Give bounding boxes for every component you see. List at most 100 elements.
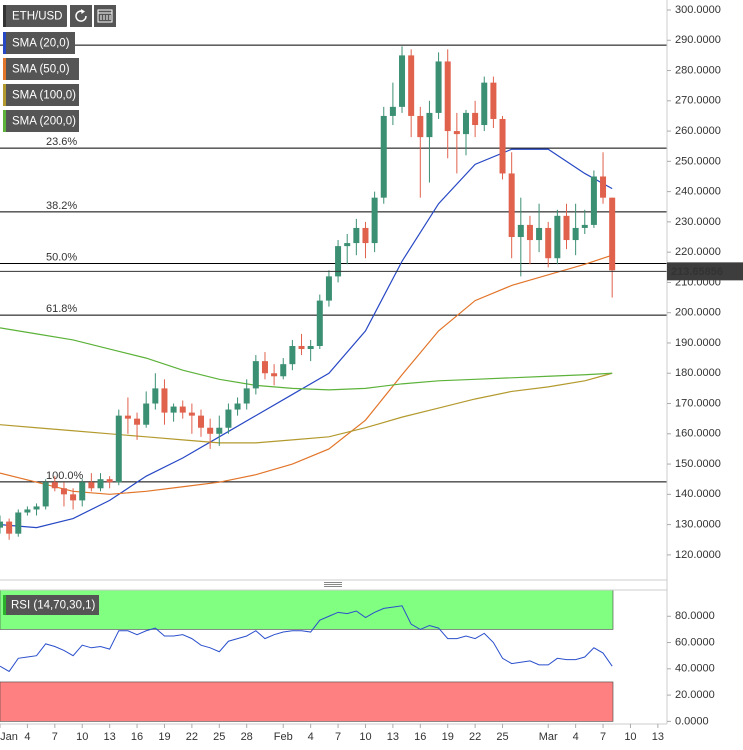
symbol-button[interactable]: ETH/USD xyxy=(3,5,67,27)
y-tick-label: 260.0000 xyxy=(675,125,721,137)
x-tick-label: 22 xyxy=(186,731,198,743)
legend-swatch xyxy=(3,110,6,132)
legend-label: SMA (200,0) xyxy=(12,116,76,128)
last-price-label: 213.65856 xyxy=(671,266,723,278)
candle-body xyxy=(353,227,360,244)
x-tick-label: 10 xyxy=(76,731,88,743)
candle-body xyxy=(517,224,524,238)
candle-body xyxy=(563,215,570,241)
legend-item[interactable]: RSI (14,70,30,1) xyxy=(3,595,99,615)
legend-label: SMA (20,0) xyxy=(12,38,70,50)
candle-body xyxy=(170,406,177,413)
candle-body xyxy=(417,115,424,138)
legend-swatch xyxy=(3,595,6,615)
x-tick-label: 4 xyxy=(308,731,314,743)
candle-body xyxy=(234,403,241,410)
candle-body xyxy=(42,482,49,507)
y-tick-label: 140.0000 xyxy=(675,488,721,500)
candle-body xyxy=(106,479,113,483)
x-tick-label: 13 xyxy=(387,731,399,743)
x-tick-label: Feb xyxy=(274,731,293,743)
y-tick-label: 120.0000 xyxy=(675,549,721,561)
legend-item[interactable]: SMA (200,0) xyxy=(3,110,79,132)
legend-item[interactable]: SMA (100,0) xyxy=(3,84,79,106)
rsi-line xyxy=(0,605,613,673)
candle-body xyxy=(225,409,232,428)
candle-body xyxy=(33,506,40,510)
main-plot: 0.0%23.6%38.2%50.0%61.8%100.0% xyxy=(0,33,667,540)
x-tick-label: 7 xyxy=(52,731,58,743)
candle-body xyxy=(15,512,22,534)
candle-body xyxy=(298,346,305,350)
legend-label: RSI (14,70,30,1) xyxy=(11,600,96,612)
candle-body xyxy=(70,494,77,501)
candle-body xyxy=(134,418,141,425)
candle-body xyxy=(399,55,406,107)
y-tick-label: 160.0000 xyxy=(675,428,721,440)
candle-body xyxy=(60,488,67,495)
fib-level-label: 23.6% xyxy=(46,136,77,148)
candle-body xyxy=(6,521,13,534)
candle-body xyxy=(261,361,268,374)
x-tick-label: 16 xyxy=(131,731,143,743)
refresh-button[interactable] xyxy=(70,5,92,27)
x-tick-label: 19 xyxy=(158,731,170,743)
rsi-band xyxy=(0,590,614,630)
candle-body xyxy=(289,346,296,365)
candle-body xyxy=(335,246,342,277)
y-tick-label: 60.0000 xyxy=(675,636,715,648)
candle-body xyxy=(280,364,287,377)
legend-box xyxy=(3,58,79,80)
x-tick-label: 28 xyxy=(241,731,253,743)
candle-body xyxy=(581,224,588,228)
fib-level-label: 61.8% xyxy=(46,303,77,315)
candle-body xyxy=(97,479,104,489)
candle-body xyxy=(362,227,369,244)
y-tick-label: 0.0000 xyxy=(675,715,709,727)
candle-body xyxy=(508,173,515,238)
candle-body xyxy=(152,388,159,404)
resize-handle[interactable] xyxy=(324,582,342,587)
candle-body xyxy=(252,361,259,389)
candle-body xyxy=(389,106,396,116)
x-tick-label: 4 xyxy=(24,731,30,743)
candle-body xyxy=(243,388,250,404)
candle-body xyxy=(325,276,332,301)
calendar-button[interactable] xyxy=(94,5,116,27)
candle-body xyxy=(161,388,168,413)
x-tick-label: 16 xyxy=(414,731,426,743)
candle-body xyxy=(271,373,278,377)
candle-body xyxy=(435,61,442,113)
x-tick-label: 13 xyxy=(104,731,116,743)
candle-body xyxy=(536,227,543,241)
candle-body xyxy=(51,482,58,489)
legend-box xyxy=(3,110,79,132)
sma-line xyxy=(0,372,613,444)
y-tick-label: 170.0000 xyxy=(675,397,721,409)
x-tick-label: 7 xyxy=(600,731,606,743)
candle-body xyxy=(115,415,122,483)
candle-body xyxy=(198,415,205,428)
y-tick-label: 150.0000 xyxy=(675,458,721,470)
legend-item[interactable]: SMA (50,0) xyxy=(3,58,79,80)
y-tick-label: 200.0000 xyxy=(675,307,721,319)
legend-box xyxy=(3,595,99,615)
y-tick-label: 130.0000 xyxy=(675,519,721,531)
legend-box xyxy=(3,84,79,106)
candle-body xyxy=(444,61,451,132)
symbol: ETH/USD xyxy=(12,11,62,23)
candle-body xyxy=(490,82,497,119)
y-tick-label: 250.0000 xyxy=(675,155,721,167)
fib-level-label: 38.2% xyxy=(46,200,77,212)
candle-body xyxy=(188,412,195,416)
legend-label: SMA (100,0) xyxy=(12,90,76,102)
candle-body xyxy=(316,300,323,347)
legend: ETH/USD SMA (20,0) SMA (50,0) SMA (100,0) S… xyxy=(3,5,116,615)
legend-label: SMA (50,0) xyxy=(12,64,70,76)
candle-body xyxy=(380,115,387,198)
legend-item[interactable]: SMA (20,0) xyxy=(3,32,75,54)
candle-body xyxy=(554,215,561,259)
x-tick-label: 25 xyxy=(496,731,508,743)
